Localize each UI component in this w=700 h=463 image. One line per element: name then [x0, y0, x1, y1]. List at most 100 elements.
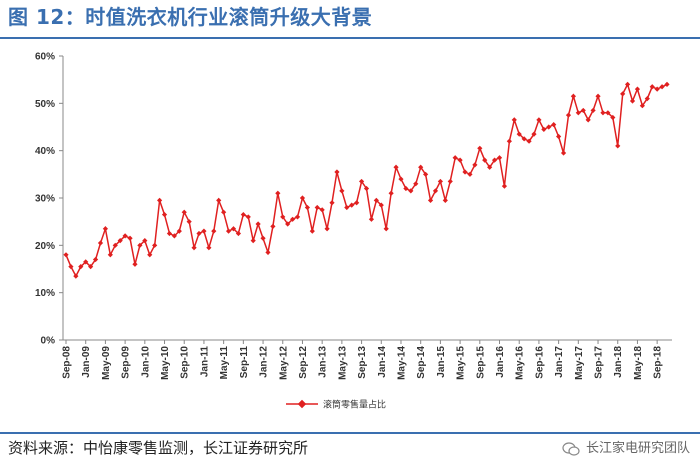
data-point [88, 264, 94, 270]
data-point [191, 245, 197, 251]
data-point [491, 157, 498, 163]
data-point [201, 228, 207, 234]
x-tick-label: May-10 [160, 346, 171, 380]
data-point [432, 188, 439, 194]
data-point [585, 117, 591, 123]
data-point [156, 197, 163, 203]
data-point [634, 86, 641, 92]
data-point [166, 230, 173, 237]
y-tick-label: 0% [41, 336, 56, 347]
data-point [649, 84, 655, 90]
data-point [339, 188, 345, 194]
data-point [314, 204, 320, 211]
x-tick-label: Jan-11 [199, 346, 210, 378]
data-point [344, 204, 350, 211]
data-point [294, 214, 301, 220]
data-point [221, 209, 227, 215]
data-point [457, 157, 463, 163]
y-tick-label: 10% [35, 288, 55, 299]
legend-label: 滚筒零售量占比 [323, 399, 386, 411]
data-point [580, 107, 586, 114]
y-tick-label: 50% [35, 99, 55, 110]
data-point [132, 261, 138, 267]
x-tick-label: May-16 [515, 346, 526, 380]
data-point [122, 233, 128, 239]
x-tick-label: May-18 [633, 346, 644, 380]
data-point [324, 226, 330, 232]
y-tick-label: 40% [35, 146, 55, 157]
series-points [63, 81, 670, 279]
data-point [117, 238, 123, 244]
footer-divider [0, 432, 700, 434]
x-tick-label: Sep-13 [357, 346, 368, 379]
data-point [240, 211, 246, 218]
data-point [358, 178, 365, 185]
data-point [487, 164, 493, 170]
x-tick-label: May-13 [337, 346, 348, 380]
data-point [620, 91, 626, 97]
data-point [171, 233, 177, 239]
data-point [496, 155, 503, 161]
data-point [536, 117, 542, 123]
data-point [107, 252, 113, 258]
data-point [260, 235, 266, 241]
data-point [427, 197, 434, 203]
legend: 滚筒零售量占比 [286, 399, 386, 411]
data-point [511, 117, 517, 123]
data-point [368, 216, 375, 222]
data-point [526, 138, 532, 144]
data-point [255, 221, 261, 227]
data-point [452, 155, 458, 161]
watermark-text: 长江家电研究团队 [585, 441, 690, 456]
line-chart-svg: 0%10%20%30%40%50%60% Sep-08 Jan-09 May-09 S… [35, 52, 672, 411]
x-tick-label: May-14 [396, 346, 407, 380]
data-point [418, 164, 424, 170]
data-point [152, 242, 158, 248]
data-point [610, 114, 616, 121]
x-tick-label: Sep-12 [298, 346, 309, 379]
data-point [290, 216, 296, 222]
data-point [270, 223, 276, 229]
data-point [63, 252, 69, 258]
data-point [654, 86, 660, 92]
data-point [546, 124, 552, 130]
data-point [531, 131, 537, 137]
data-point [403, 185, 409, 192]
data-point [659, 84, 665, 90]
x-tick-label: Sep-10 [180, 346, 191, 379]
data-point [275, 190, 281, 196]
data-point [127, 235, 133, 241]
data-point [102, 226, 109, 232]
data-point [575, 110, 581, 116]
data-point [142, 238, 148, 244]
title-divider [0, 37, 700, 39]
data-point [516, 131, 522, 137]
data-point [250, 238, 256, 244]
x-tick-label: Jan-16 [495, 346, 506, 378]
data-point [629, 98, 636, 104]
x-tick-label: Sep-18 [653, 346, 664, 379]
data-point [423, 171, 429, 177]
data-point [235, 230, 242, 237]
data-point [472, 162, 478, 168]
data-point [378, 202, 384, 208]
data-point [521, 136, 527, 142]
data-point [68, 264, 74, 270]
data-point [644, 96, 650, 102]
figure-title: 图 12：时值洗衣机行业滚筒升级大背景 [8, 5, 373, 29]
x-tick-label: Sep-11 [239, 346, 250, 379]
x-tick-label: Jan-13 [318, 346, 329, 378]
data-point [280, 214, 286, 220]
x-tick-label: Sep-16 [534, 346, 545, 379]
data-point [477, 145, 483, 151]
data-point [285, 221, 291, 227]
x-tick-label: Sep-14 [416, 346, 427, 379]
data-point [639, 103, 645, 109]
data-point [556, 133, 562, 140]
x-tick-label: May-17 [574, 346, 585, 380]
data-point [560, 150, 567, 156]
y-axis-ticks: 0% 10% 20% 30% 40% 50% 60% [35, 52, 63, 347]
data-point [565, 112, 572, 118]
data-point [413, 181, 419, 187]
y-tick-label: 60% [35, 52, 55, 63]
